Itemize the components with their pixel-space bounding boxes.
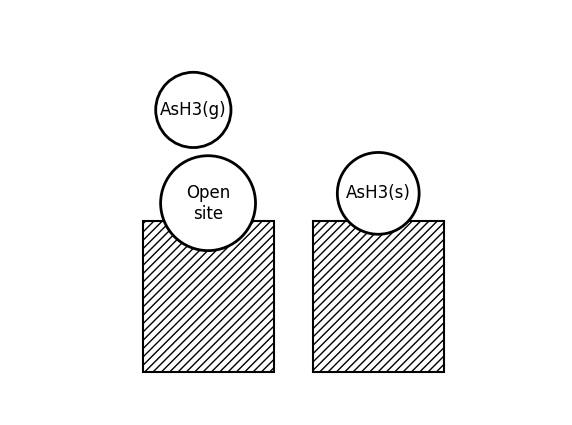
- Text: AsH3(s): AsH3(s): [346, 184, 411, 202]
- Bar: [142, 221, 273, 372]
- Circle shape: [337, 153, 419, 234]
- Circle shape: [156, 72, 231, 147]
- Text: Open
site: Open site: [186, 184, 230, 223]
- Bar: [313, 221, 444, 372]
- Circle shape: [161, 156, 256, 251]
- Text: AsH3(g): AsH3(g): [160, 101, 227, 119]
